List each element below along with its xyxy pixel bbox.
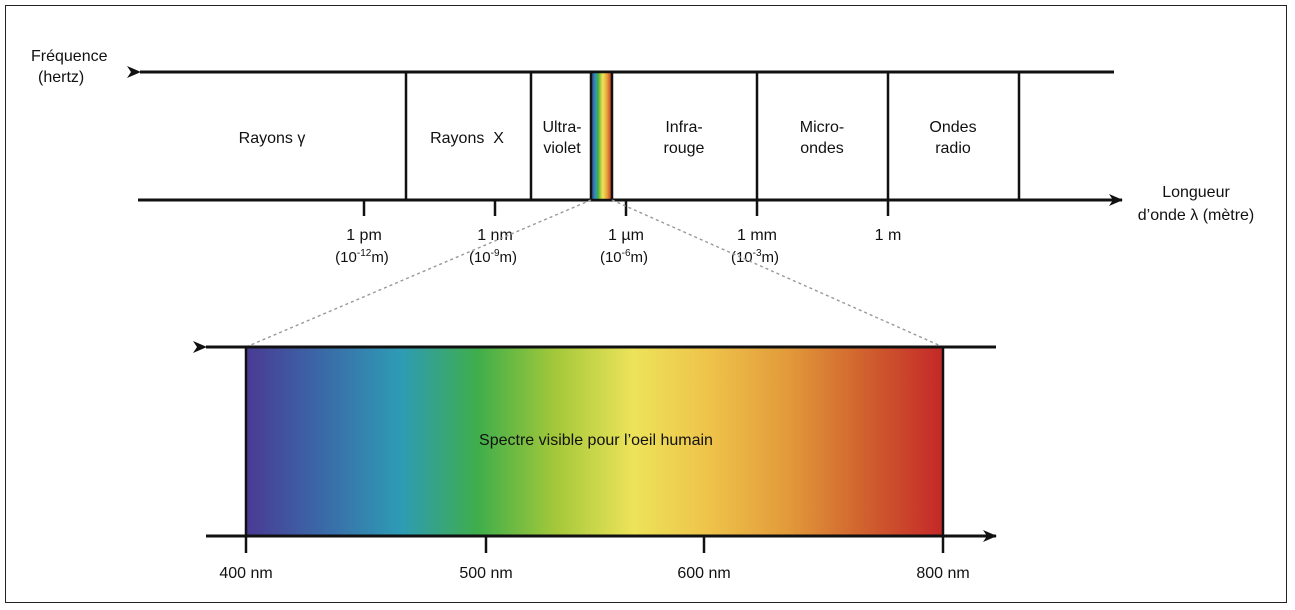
tick-label-pm: 1 pm [346,227,382,244]
wavelength-label-line2: d’onde λ (mètre) [1138,207,1255,224]
tick-label-500nm: 500 nm [459,565,512,582]
zoom-line-left [245,199,592,348]
band-label-micro-line2: ondes [800,140,844,157]
band-label-ir-line2: rouge [664,140,705,157]
tick-power-pm: (10-12m) [335,248,389,266]
tick-power-nm: (10-9m) [469,248,517,266]
zoom-line-right [611,199,944,348]
tick-label-um: 1 µm [608,227,644,244]
band-separators [404,72,1021,200]
tick-label-nm: 1 nm [477,227,513,244]
frequency-label-line2: (hertz) [38,69,84,86]
visible-strip-top [589,70,614,202]
wavelength-label-line1: Longueur [1162,184,1230,201]
visible-spectrum-title: Spectre visible pour l’oeil humain [479,432,713,449]
tick-label-800nm: 800 nm [916,565,969,582]
band-label-micro-line1: Micro- [800,119,844,136]
tick-power-mm: (10-3m) [731,248,779,266]
band-label-radio-line2: radio [935,140,971,157]
top-axis-ticks [362,200,890,216]
tick-label-mm: 1 mm [737,227,777,244]
band-label-gamma: Rayons γ [239,130,306,147]
tick-label-600nm: 600 nm [677,565,730,582]
band-label-uv-line1: Ultra- [542,119,581,136]
tick-label-m: 1 m [875,227,902,244]
tick-power-um: (10-6m) [600,248,648,266]
band-label-uv-line2: violet [543,140,581,157]
visible-axis-ticks [244,536,945,553]
figure-frame [5,5,1287,603]
band-label-xray: Rayons X [430,130,504,147]
band-label-radio-line1: Ondes [929,119,976,136]
band-label-ir-line1: Infra- [665,119,702,136]
tick-label-400nm: 400 nm [219,565,272,582]
frequency-label-line1: Fréquence [31,48,108,65]
